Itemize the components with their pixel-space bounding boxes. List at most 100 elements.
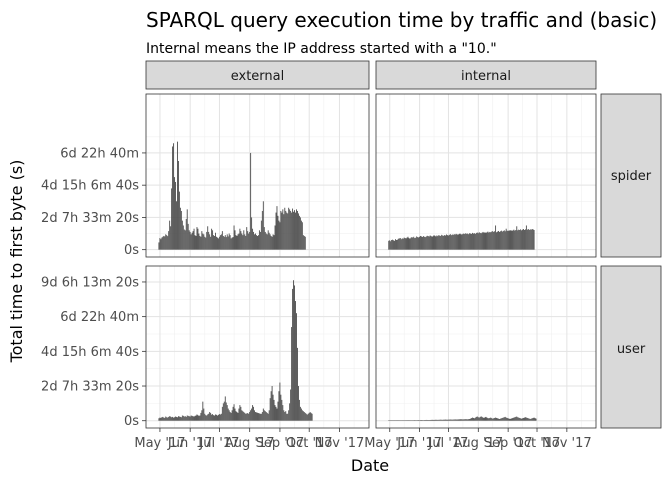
bar: [416, 236, 418, 250]
bar: [438, 235, 440, 250]
bar: [261, 412, 263, 421]
bar: [214, 235, 215, 250]
bar: [218, 414, 220, 421]
bar: [411, 420, 413, 421]
bar: [522, 229, 523, 250]
bar: [190, 234, 192, 250]
bar: [397, 420, 399, 421]
bar: [424, 237, 426, 250]
bar: [160, 417, 162, 421]
strip-column-internal: internal: [375, 60, 597, 90]
bar: [159, 417, 161, 421]
bar: [435, 419, 437, 421]
bar: [191, 415, 193, 421]
bar: [500, 230, 502, 250]
bar: [457, 234, 459, 250]
bar: [200, 412, 202, 421]
bar: [189, 231, 191, 250]
bar: [447, 419, 449, 421]
bar: [295, 301, 296, 421]
bar: [460, 419, 462, 421]
bar: [179, 416, 181, 421]
bar: [512, 230, 514, 250]
bar: [169, 220, 171, 250]
bar: [434, 419, 436, 421]
bar: [400, 239, 402, 250]
bar: [278, 391, 280, 421]
bar: [530, 229, 532, 250]
bar: [451, 419, 453, 421]
bar: [182, 225, 184, 250]
bar: [499, 231, 501, 250]
bar: [450, 419, 452, 421]
bar: [410, 237, 412, 250]
bar: [412, 237, 414, 250]
bar: [497, 418, 498, 421]
bar: [504, 416, 506, 421]
bar: [521, 230, 523, 250]
bar: [280, 210, 282, 250]
bar: [488, 232, 490, 250]
bar: [394, 240, 395, 250]
bar: [217, 237, 218, 250]
bar: [490, 232, 492, 250]
bar: [211, 414, 213, 421]
bar: [447, 235, 449, 250]
bar: [423, 420, 425, 421]
bar: [230, 238, 232, 250]
bar: [496, 232, 497, 250]
bar: [216, 414, 217, 421]
bar: [531, 418, 533, 421]
bar: [165, 416, 167, 421]
bar: [248, 233, 250, 250]
strip-column-external: external: [145, 60, 370, 90]
bar: [232, 406, 234, 421]
bar: [408, 420, 410, 421]
bar: [221, 231, 223, 250]
bar: [215, 414, 216, 421]
bar: [289, 403, 291, 421]
bar: [392, 239, 394, 250]
bar: [257, 413, 259, 421]
y-tick-label: 0s: [124, 414, 139, 429]
bar: [171, 417, 173, 421]
bar: [403, 420, 405, 421]
bar: [426, 419, 428, 421]
bar: [468, 234, 470, 250]
bar: [240, 406, 242, 421]
bar: [396, 420, 398, 421]
bar: [250, 410, 252, 421]
bar: [242, 411, 244, 421]
bar: [485, 416, 487, 421]
bar: [462, 419, 464, 421]
bar: [245, 413, 247, 421]
bar: [205, 237, 207, 250]
bar: [170, 416, 172, 421]
bar: [470, 418, 472, 421]
bar: [300, 220, 302, 250]
bar: [160, 239, 162, 250]
bar: [517, 417, 519, 421]
bar: [465, 233, 467, 250]
bar: [450, 235, 452, 250]
bar: [451, 234, 453, 250]
bar: [474, 233, 476, 250]
panel-user-external: [145, 265, 370, 429]
bar: [199, 415, 201, 421]
bar: [436, 235, 438, 250]
bar: [496, 417, 497, 421]
bar: [454, 234, 456, 250]
bar: [400, 420, 402, 421]
x-tick-label: Oct '17: [286, 436, 333, 451]
bar: [193, 416, 195, 421]
bar: [502, 417, 504, 421]
bar: [210, 236, 212, 250]
bar: [454, 419, 456, 421]
bar: [421, 420, 423, 421]
bar: [223, 401, 225, 421]
panel-border: [145, 93, 370, 258]
bar: [401, 238, 403, 250]
bar: [498, 418, 500, 421]
bar: [455, 233, 457, 250]
bar: [293, 211, 295, 250]
